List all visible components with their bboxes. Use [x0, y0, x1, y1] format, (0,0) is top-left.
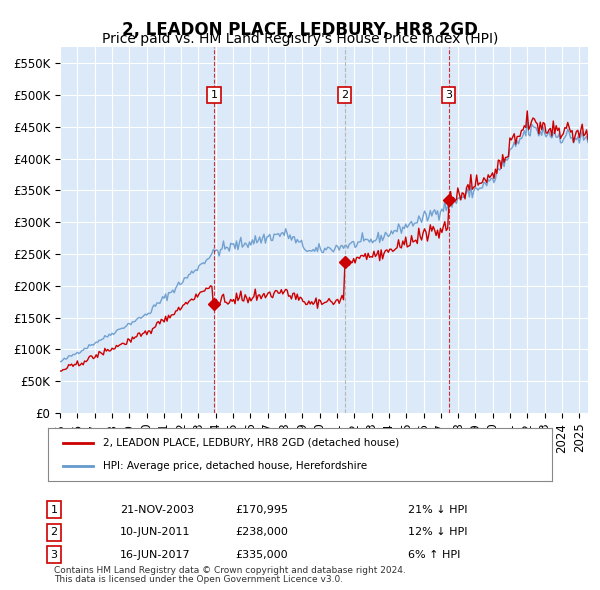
Text: £170,995: £170,995 — [235, 505, 288, 514]
Text: 2: 2 — [50, 527, 58, 537]
Text: HPI: Average price, detached house, Herefordshire: HPI: Average price, detached house, Here… — [103, 461, 368, 471]
Text: 12% ↓ HPI: 12% ↓ HPI — [408, 527, 467, 537]
Text: 21% ↓ HPI: 21% ↓ HPI — [408, 505, 467, 514]
Text: 6% ↑ HPI: 6% ↑ HPI — [408, 550, 460, 559]
Text: Price paid vs. HM Land Registry's House Price Index (HPI): Price paid vs. HM Land Registry's House … — [102, 32, 498, 47]
Text: £238,000: £238,000 — [235, 527, 288, 537]
Text: 1: 1 — [50, 505, 58, 514]
Text: 2: 2 — [341, 90, 348, 100]
Text: This data is licensed under the Open Government Licence v3.0.: This data is licensed under the Open Gov… — [54, 575, 343, 584]
Text: 1: 1 — [211, 90, 217, 100]
Text: 2, LEADON PLACE, LEDBURY, HR8 2GD: 2, LEADON PLACE, LEDBURY, HR8 2GD — [122, 21, 478, 39]
Text: 2, LEADON PLACE, LEDBURY, HR8 2GD (detached house): 2, LEADON PLACE, LEDBURY, HR8 2GD (detac… — [103, 438, 400, 448]
Text: 3: 3 — [50, 550, 58, 559]
Text: 21-NOV-2003: 21-NOV-2003 — [120, 505, 194, 514]
Text: 3: 3 — [445, 90, 452, 100]
Text: Contains HM Land Registry data © Crown copyright and database right 2024.: Contains HM Land Registry data © Crown c… — [54, 566, 406, 575]
Text: 16-JUN-2017: 16-JUN-2017 — [120, 550, 191, 559]
Text: 10-JUN-2011: 10-JUN-2011 — [120, 527, 191, 537]
Text: £335,000: £335,000 — [235, 550, 288, 559]
